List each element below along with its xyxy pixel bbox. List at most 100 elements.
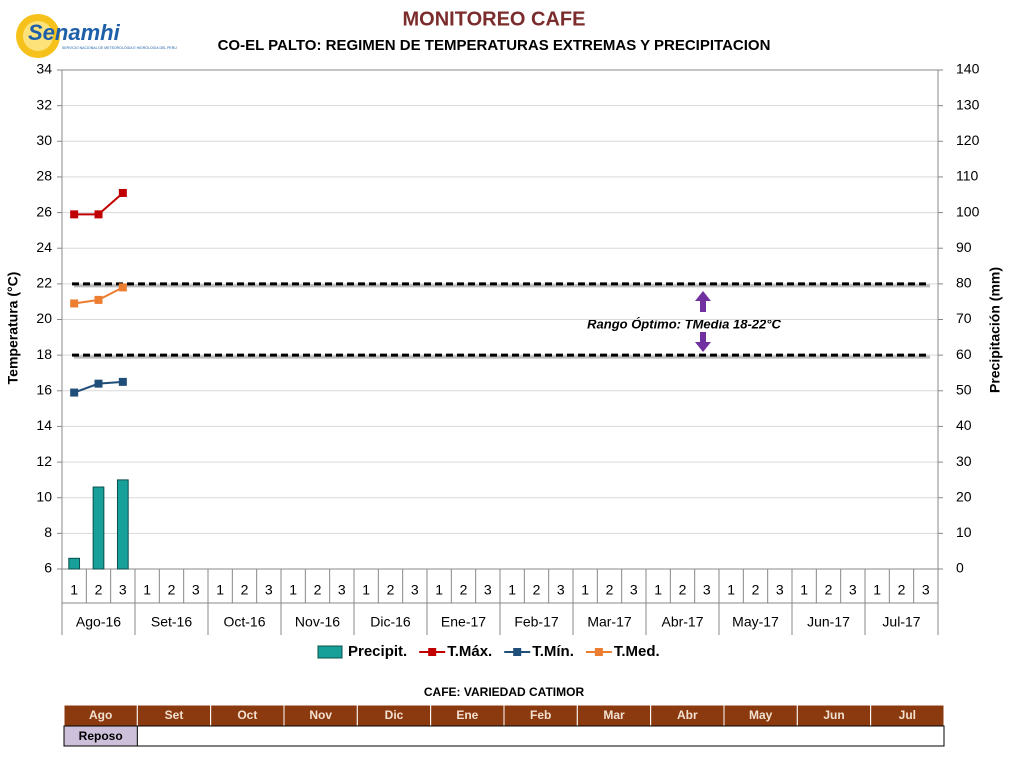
x-tick-label: 3	[192, 582, 200, 598]
x-group-label: Abr-17	[661, 614, 703, 630]
bar	[68, 557, 81, 570]
x-tick-label: 2	[606, 582, 614, 598]
legend-label: T.Med.	[614, 643, 660, 660]
y-tick-label: 16	[36, 381, 52, 397]
calendar-month: Abr	[677, 708, 698, 722]
arrow-up	[695, 291, 711, 312]
x-tick-label: 1	[508, 582, 516, 598]
x-tick-label: 1	[800, 582, 808, 598]
chart-title: MONITOREO CAFE	[403, 8, 586, 30]
x-group-label: Ago-16	[76, 614, 121, 630]
y2-tick-label: 100	[956, 203, 980, 219]
x-tick-label: 1	[362, 582, 370, 598]
calendar-phase-cell	[63, 725, 138, 747]
y2-tick-label: 10	[956, 524, 972, 540]
calendar-month: Set	[165, 708, 184, 722]
y-axis-label: Temperatura (°C)	[5, 272, 21, 385]
y-tick-label: 14	[36, 417, 52, 433]
y2-tick-label: 20	[956, 488, 972, 504]
calendar-month: Jun	[823, 708, 844, 722]
legend-label: T.Mín.	[532, 643, 574, 660]
x-tick-label: 2	[533, 582, 541, 598]
calendar-month: May	[749, 708, 773, 722]
calendar-month: Nov	[309, 708, 332, 722]
x-tick-label: 2	[898, 582, 906, 598]
line-marker	[94, 295, 103, 304]
legend-swatch	[317, 645, 343, 659]
x-tick-label: 2	[95, 582, 103, 598]
y2-tick-label: 130	[956, 96, 980, 112]
x-tick-label: 2	[314, 582, 322, 598]
calendar-month: Dic	[385, 708, 404, 722]
x-tick-label: 3	[411, 582, 419, 598]
x-group-label: Set-16	[151, 614, 192, 630]
x-tick-label: 2	[387, 582, 395, 598]
legend-swatch	[428, 648, 437, 656]
x-tick-label: 2	[825, 582, 833, 598]
line-marker	[118, 377, 127, 386]
x-tick-label: 3	[484, 582, 492, 598]
x-group-label: May-17	[732, 614, 779, 630]
x-tick-label: 2	[168, 582, 176, 598]
x-group-label: Jul-17	[882, 614, 920, 630]
line-marker	[70, 299, 79, 308]
x-group-label: Feb-17	[514, 614, 559, 630]
y-tick-label: 26	[36, 203, 52, 219]
x-group-label: Ene-17	[441, 614, 486, 630]
x-group-label: Jun-17	[807, 614, 850, 630]
line-marker	[94, 379, 103, 388]
calendar-month: Ago	[89, 708, 112, 722]
arrow-down	[695, 332, 711, 352]
x-group-label: Mar-17	[587, 614, 632, 630]
calendar-month: Feb	[530, 708, 551, 722]
y2-tick-label: 110	[956, 168, 979, 184]
y-tick-label: 8	[44, 524, 52, 540]
logo-sun-core	[23, 21, 53, 51]
bar	[116, 479, 129, 570]
calendar-month: Oct	[237, 708, 257, 722]
y2-tick-label: 120	[956, 132, 980, 148]
x-tick-label: 3	[703, 582, 711, 598]
y2-tick-label: 90	[956, 239, 972, 255]
x-tick-label: 1	[873, 582, 881, 598]
x-tick-label: 1	[289, 582, 297, 598]
x-tick-label: 3	[849, 582, 857, 598]
x-tick-label: 3	[922, 582, 930, 598]
calendar-title: CAFE: VARIEDAD CATIMOR	[424, 685, 585, 699]
y2-tick-label: 30	[956, 453, 972, 469]
y-tick-label: 12	[36, 453, 52, 469]
calendar-month: Jul	[899, 708, 916, 722]
x-tick-label: 3	[776, 582, 784, 598]
x-tick-label: 1	[654, 582, 662, 598]
logo: Senamhi SERVICIO NACIONAL DE METEOROLOGI…	[16, 14, 177, 58]
x-tick-label: 1	[143, 582, 151, 598]
y-tick-label: 24	[36, 239, 52, 255]
line-marker	[118, 283, 127, 292]
x-group-label: Dic-16	[370, 614, 411, 630]
x-group-label: Oct-16	[223, 614, 265, 630]
x-tick-label: 2	[752, 582, 760, 598]
x-tick-label: 3	[557, 582, 565, 598]
y2-tick-label: 140	[956, 61, 980, 77]
y-tick-label: 28	[36, 168, 52, 184]
line-marker	[70, 388, 79, 397]
y2-tick-label: 0	[956, 560, 964, 576]
legend-label: T.Máx.	[447, 643, 492, 660]
x-tick-label: 3	[630, 582, 638, 598]
x-tick-label: 2	[679, 582, 687, 598]
x-tick-label: 1	[70, 582, 78, 598]
x-tick-label: 1	[581, 582, 589, 598]
line-marker	[94, 210, 103, 219]
logo-tagline: SERVICIO NACIONAL DE METEOROLOGIA E HIDR…	[62, 46, 177, 50]
y2-tick-label: 80	[956, 275, 972, 291]
legend-label: Precipit.	[348, 643, 407, 660]
line-marker	[70, 210, 79, 219]
legend-swatch	[594, 648, 603, 656]
y2-tick-label: 40	[956, 417, 972, 433]
x-tick-label: 3	[265, 582, 273, 598]
y2-axis-label: Precipitación (mm)	[987, 267, 1003, 393]
x-tick-label: 3	[338, 582, 346, 598]
y-tick-label: 18	[36, 346, 52, 362]
